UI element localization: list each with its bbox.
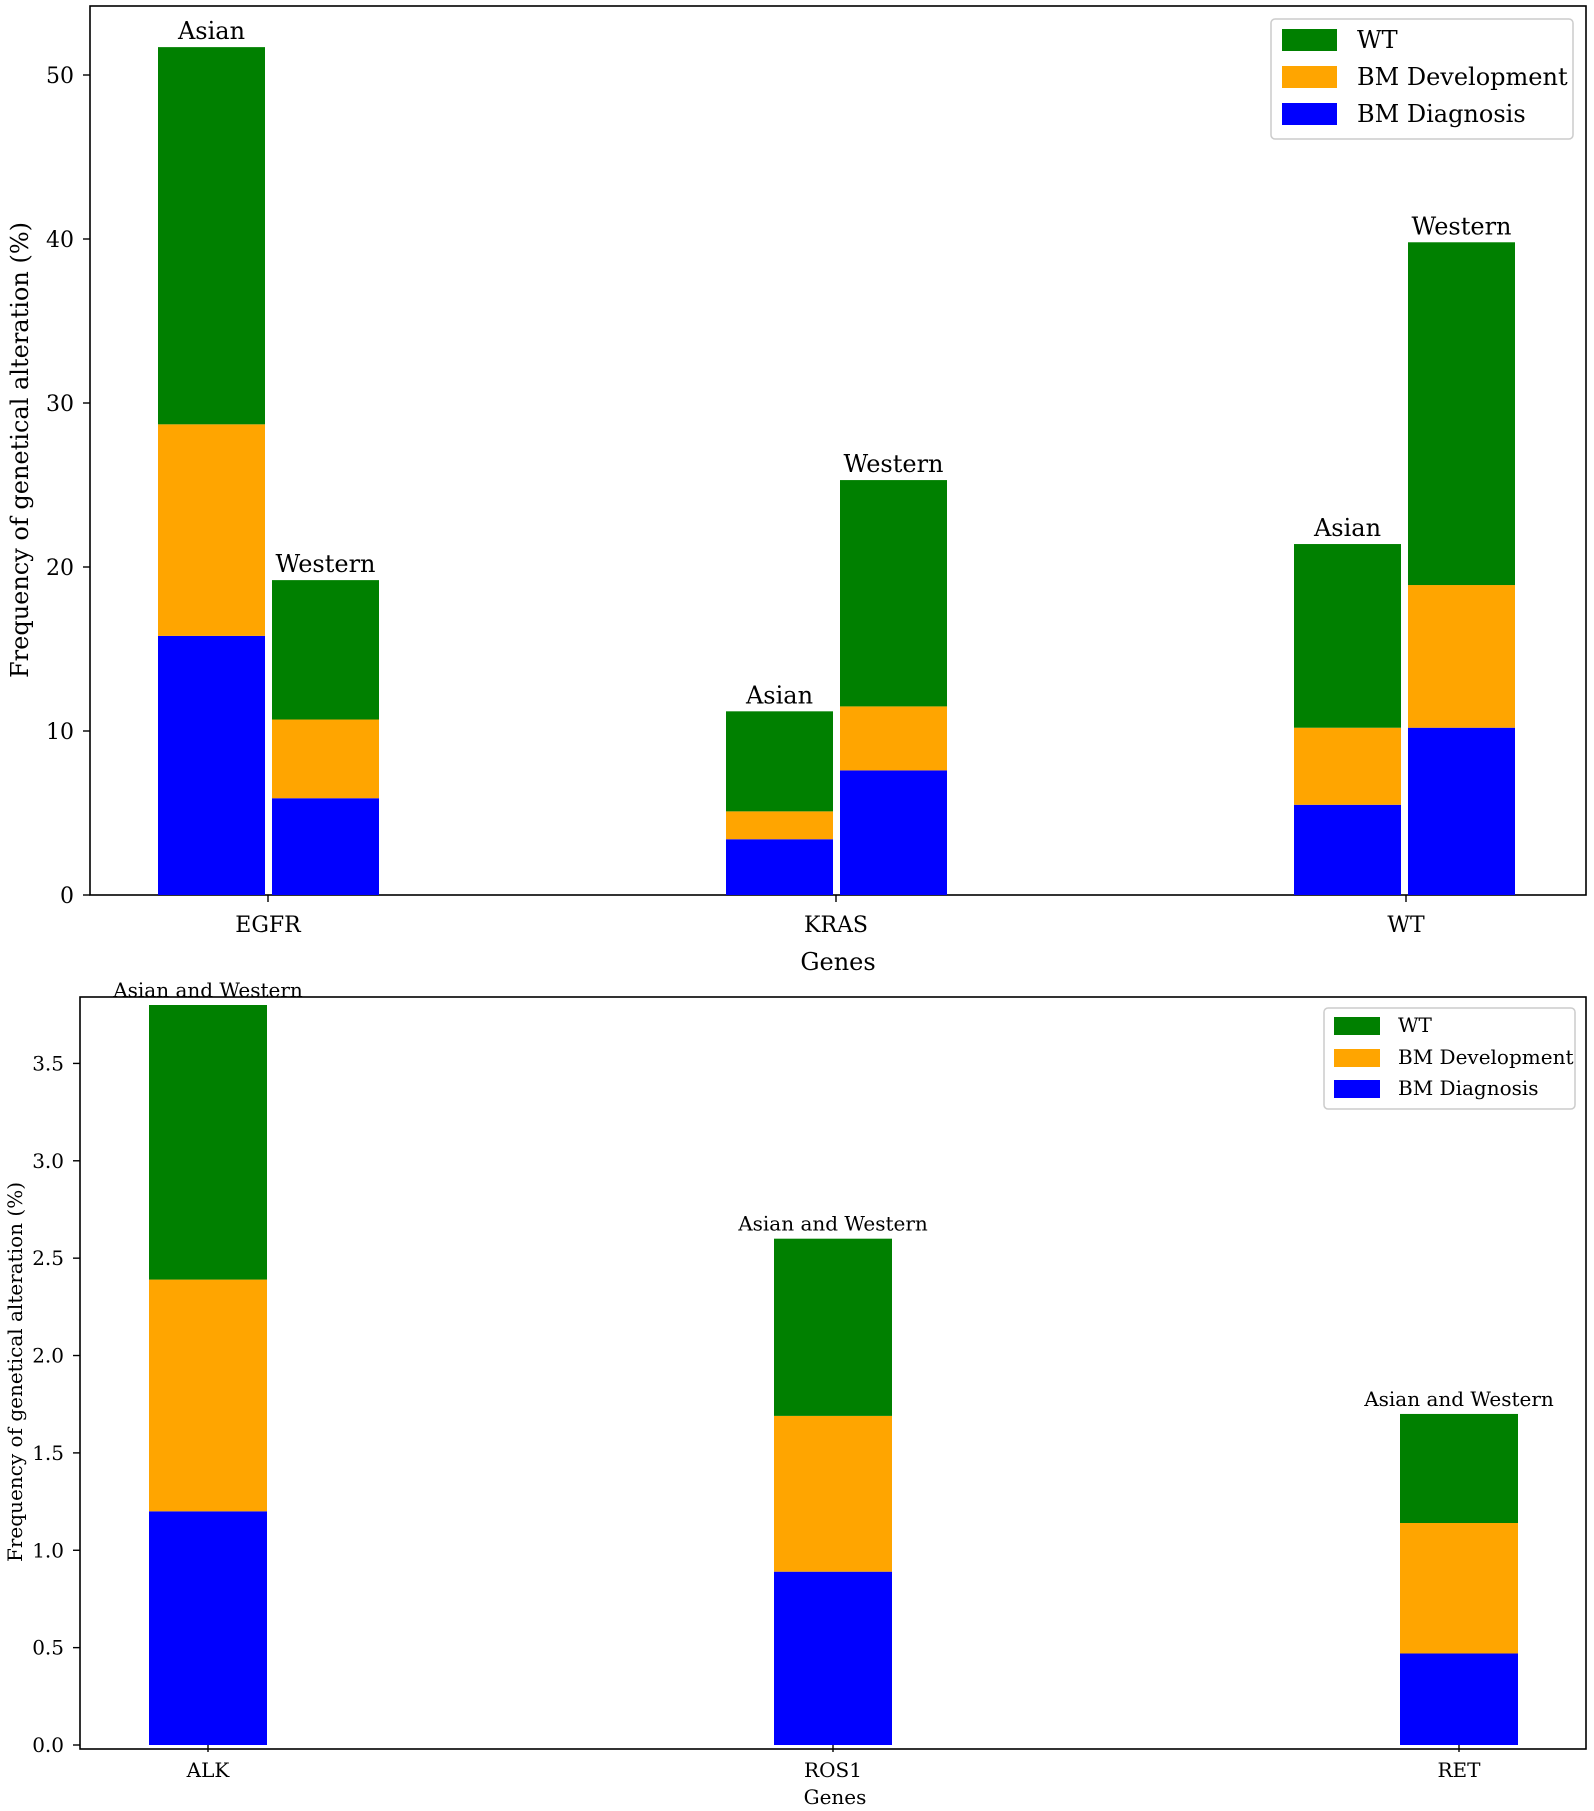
y-tick-label: 2.0 (32, 1344, 64, 1368)
legend-label-bm-development: BM Development (1357, 63, 1568, 91)
bar-segment-bm-diagnosis (1400, 1653, 1518, 1745)
legend-swatch-bm-diagnosis (1334, 1080, 1380, 1098)
bar-segment-wt (774, 1238, 892, 1416)
y-tick-label: 30 (46, 392, 74, 417)
bar-segment-wt (726, 711, 833, 812)
bar-segment-wt (158, 47, 265, 425)
y-tick-label: 3.0 (32, 1149, 64, 1173)
y-tick-label: 20 (46, 556, 74, 581)
chart-panel-bottom: Asian and Western Asian and Western Asian … (3, 978, 1587, 1809)
legend-swatch-wt (1282, 29, 1337, 51)
legend: WT BM Development BM Diagnosis (1323, 1007, 1576, 1110)
x-tick-label: EGFR (235, 913, 302, 938)
bar-label: Asian and Western (112, 978, 303, 1002)
bar-segment-bm-diagnosis (272, 798, 379, 895)
legend-frame (1270, 18, 1574, 140)
bar-segment-bm-diagnosis (774, 1571, 892, 1745)
legend-label-wt: WT (1357, 26, 1398, 54)
y-tick-label: 0.5 (32, 1636, 64, 1660)
bar-segment-bm-diagnosis (840, 770, 947, 895)
bar-segment-wt (272, 580, 379, 720)
bar-label: Asian and Western (1363, 1387, 1554, 1411)
legend-label-bm-diagnosis: BM Diagnosis (1357, 100, 1526, 128)
y-tick-label: 1.0 (32, 1538, 64, 1562)
x-tick-label: RET (1438, 1758, 1482, 1782)
legend-label-bm-diagnosis: BM Diagnosis (1398, 1076, 1539, 1100)
chart-panel-top: Asian Western Asian Western Asian Western 0 10… (6, 5, 1587, 976)
y-axis: 0.0 0.5 1.0 1.5 2.0 2.5 3.0 3.5 (32, 1051, 80, 1757)
y-tick-label: 3.5 (32, 1051, 64, 1075)
bar-label: Western (275, 550, 375, 578)
x-axis-label: Genes (800, 948, 875, 976)
legend-swatch-bm-development (1282, 66, 1337, 88)
y-axis: 0 10 20 30 40 50 (46, 64, 90, 909)
bar-segment-bm-development (158, 424, 265, 636)
bar-segment-wt (1294, 544, 1401, 728)
y-tick-label: 10 (46, 720, 74, 745)
bar-segment-bm-development (272, 719, 379, 799)
legend-swatch-wt (1334, 1017, 1380, 1035)
y-tick-label: 40 (46, 228, 74, 253)
bar-segment-bm-development (1294, 727, 1401, 805)
bar-segment-wt (840, 480, 947, 707)
bar-segment-bm-development (149, 1279, 267, 1512)
bar-segment-bm-development (1408, 585, 1515, 728)
x-axis: ALK ROS1 RET (186, 1745, 1481, 1782)
y-tick-label: 2.5 (32, 1246, 64, 1270)
bar-group: Asian and Western Asian and Western Asian … (112, 978, 1554, 1745)
legend-label-bm-development: BM Development (1398, 1045, 1574, 1069)
bar-label: Western (1411, 212, 1511, 240)
y-axis-label: Frequency of genetical alteration (%) (6, 222, 34, 678)
x-tick-label: WT (1387, 913, 1425, 938)
x-tick-label: KRAS (804, 913, 868, 938)
x-axis: EGFR KRAS WT (235, 895, 1425, 938)
bar-segment-wt (1400, 1413, 1518, 1523)
bar-label: Asian (1313, 514, 1381, 542)
legend-swatch-bm-development (1334, 1049, 1380, 1067)
bar-segment-bm-diagnosis (726, 839, 833, 895)
bar-segment-bm-development (726, 811, 833, 840)
y-tick-label: 50 (46, 64, 74, 89)
bar-segment-bm-diagnosis (158, 635, 265, 895)
plot-frame (89, 5, 1587, 896)
bar-label: Western (843, 450, 943, 478)
y-tick-label: 0.0 (32, 1733, 64, 1757)
legend-frame (1323, 1007, 1576, 1110)
bar-segment-bm-diagnosis (1408, 727, 1515, 895)
bar-label: Asian (745, 681, 813, 709)
bar-group: Asian Western Asian Western Asian Western (158, 17, 1515, 895)
bar-label: Asian (177, 17, 245, 45)
y-tick-label: 1.5 (32, 1441, 64, 1465)
x-tick-label: ROS1 (804, 1758, 862, 1782)
legend-label-wt: WT (1398, 1013, 1433, 1037)
y-tick-label: 0 (60, 884, 74, 909)
bar-label: Asian and Western (737, 1212, 928, 1236)
bar-segment-bm-diagnosis (149, 1511, 267, 1745)
bar-segment-bm-diagnosis (1294, 804, 1401, 895)
bar-segment-bm-development (840, 706, 947, 771)
bar-segment-bm-development (774, 1415, 892, 1572)
legend-swatch-bm-diagnosis (1282, 103, 1337, 125)
bar-segment-wt (1408, 242, 1515, 586)
x-tick-label: ALK (186, 1758, 231, 1782)
y-axis-label: Frequency of genetical alteration (%) (3, 1182, 27, 1562)
legend: WT BM Development BM Diagnosis (1270, 18, 1574, 140)
x-axis-label: Genes (804, 1785, 867, 1809)
bar-segment-bm-development (1400, 1523, 1518, 1654)
bar-segment-wt (149, 1005, 267, 1280)
